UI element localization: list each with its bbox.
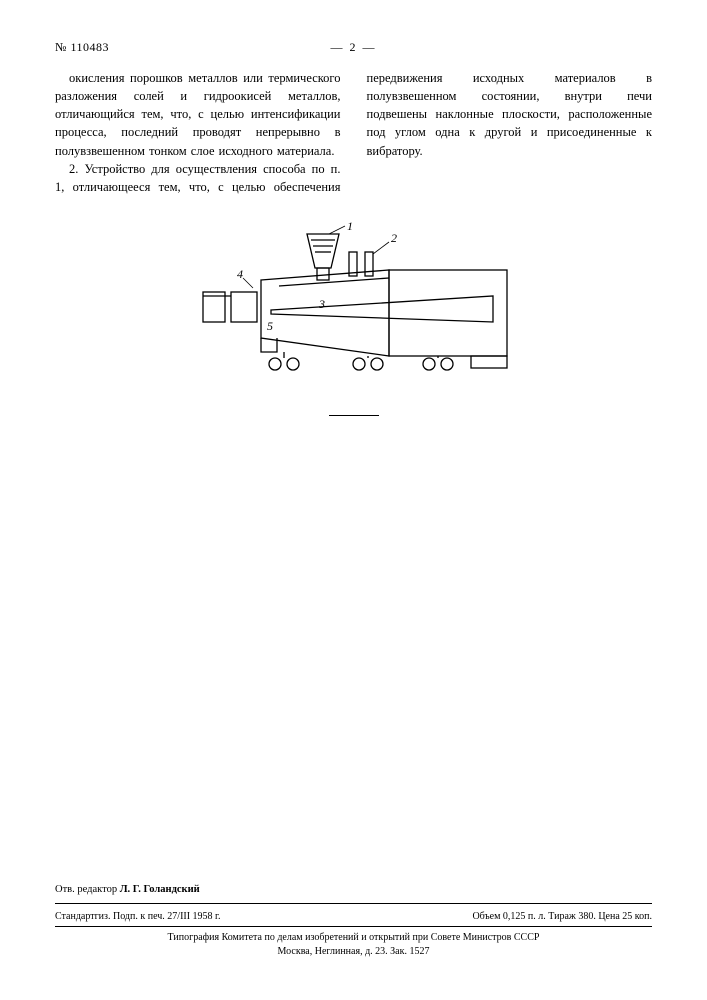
device-schematic: 1 2 3 4 5 [189, 222, 519, 392]
page-footer: Отв. редактор Л. Г. Голандский Стандартг… [55, 884, 652, 958]
figure-diagram: 1 2 3 4 5 [55, 222, 652, 416]
label-2: 2 [391, 231, 397, 245]
page-number: — 2 — [0, 40, 707, 55]
label-3: 3 [318, 297, 325, 311]
patent-page: № 110483 — 2 — окисления порошков металл… [0, 0, 707, 446]
editor-line: Отв. редактор Л. Г. Голандский [55, 884, 652, 899]
typography-info: Типография Комитета по делам изобретений… [55, 931, 652, 958]
label-5: 5 [267, 319, 273, 333]
label-1: 1 [347, 222, 353, 233]
label-4: 4 [237, 267, 243, 281]
footer-rule-1 [55, 903, 652, 904]
body-text: окисления порошков металлов или термичес… [55, 69, 652, 196]
figure-separator [329, 415, 379, 416]
print-info-line: Стандартгиз. Подп. к печ. 27/III 1958 г.… [55, 908, 652, 922]
page-header: № 110483 — 2 — [55, 40, 652, 55]
footer-rule-2 [55, 926, 652, 927]
claim-1-continued: окисления порошков металлов или термичес… [55, 69, 341, 160]
